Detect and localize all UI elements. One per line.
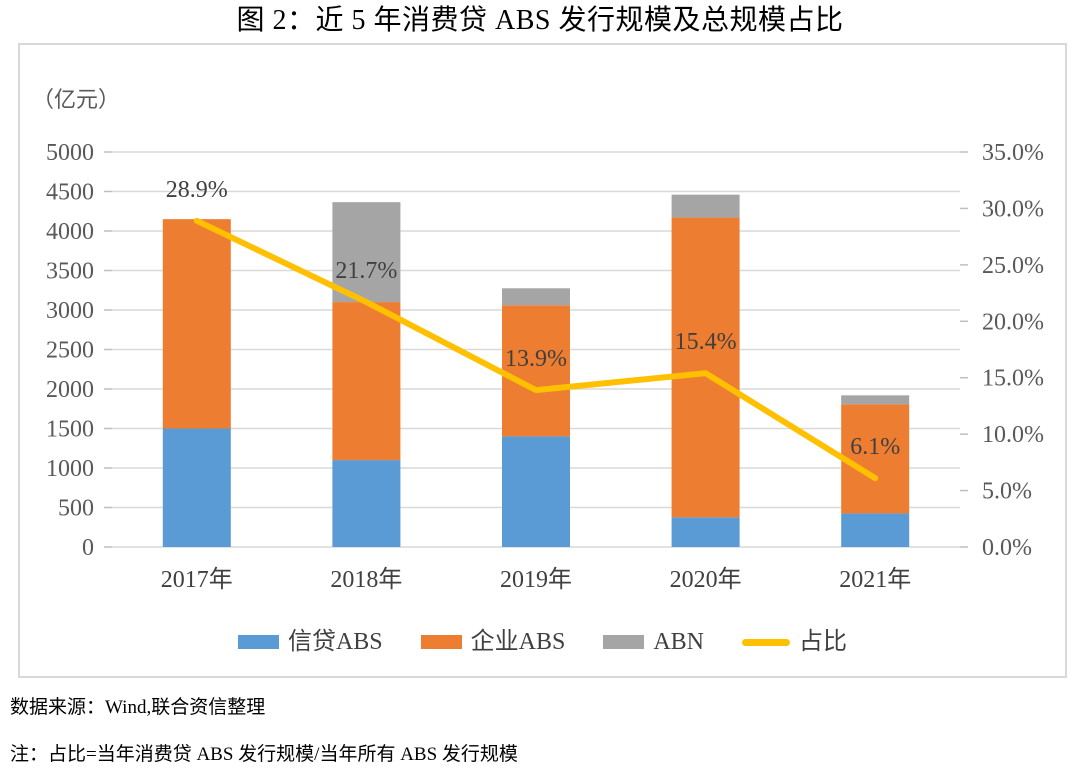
legend-item-信贷ABS: 信贷ABS bbox=[237, 629, 383, 655]
left-axis-tick-label: 500 bbox=[58, 496, 94, 522]
left-axis-tick-label: 1000 bbox=[46, 456, 94, 482]
x-axis-labels: 2017年 2018年 2019年 2020年 2021年 bbox=[161, 566, 911, 593]
right-axis-tick-label: 10.0% bbox=[982, 422, 1044, 448]
footnote: 注：占比=当年消费贷 ABS 发行规模/当年所有 ABS 发行规模 bbox=[10, 744, 518, 765]
ratio-line bbox=[193, 217, 879, 482]
legend-color-swatch bbox=[603, 635, 645, 649]
left-axis-unit-label: （亿元） bbox=[32, 87, 120, 112]
ratio-line-series: 28.9% 21.7% 13.9% 15.4% 6.1% bbox=[166, 177, 900, 482]
x-axis-label: 2020年 bbox=[670, 566, 742, 593]
legend-line-swatch bbox=[742, 638, 791, 646]
left-axis-tick-label: 1500 bbox=[46, 417, 94, 443]
right-axis-tick-label: 25.0% bbox=[982, 253, 1044, 279]
legend-color-swatch bbox=[237, 635, 279, 649]
left-axis-tick-label: 4500 bbox=[46, 180, 94, 206]
bar-segment-信贷ABS-2019年 bbox=[502, 436, 570, 547]
legend-label: ABN bbox=[653, 629, 705, 655]
x-axis-label: 2018年 bbox=[330, 566, 402, 593]
x-axis-label: 2017年 bbox=[161, 566, 233, 593]
bar-segment-信贷ABS-2021年 bbox=[841, 513, 910, 547]
ratio-data-label: 13.9% bbox=[505, 346, 567, 372]
legend-label: 占比 bbox=[799, 629, 848, 655]
right-axis-tick-label: 5.0% bbox=[982, 479, 1032, 505]
ratio-data-label: 21.7% bbox=[335, 258, 397, 284]
chart-title: 图 2：近 5 年消费贷 ABS 发行规模及总规模占比 bbox=[236, 5, 844, 36]
legend-item-占比: 占比 bbox=[742, 630, 847, 654]
legend-item-企业ABS: 企业ABS bbox=[420, 629, 566, 655]
chart-box: 0 500 1000 1500 2000 2500 3000 3500 4000 4500 5000… bbox=[18, 43, 1067, 678]
ratio-data-label: 6.1% bbox=[850, 434, 900, 460]
legend-item-ABN: ABN bbox=[603, 630, 704, 654]
right-axis-tick-label: 20.0% bbox=[982, 309, 1044, 335]
bar-segment-企业ABS-2021年 bbox=[841, 404, 910, 514]
legend-color-swatch bbox=[420, 635, 462, 649]
ratio-data-label: 15.4% bbox=[675, 329, 737, 355]
right-axis: 0.0% 5.0% 10.0% 15.0% 20.0% 25.0% 30.0% 35.0% bbox=[960, 140, 1044, 561]
chart-canvas: 0 500 1000 1500 2000 2500 3000 3500 4000 4500 5000… bbox=[32, 87, 1044, 593]
legend-label: 企业ABS bbox=[470, 629, 566, 655]
bar-segment-企业ABS-2019年 bbox=[502, 305, 570, 437]
left-axis-tick-label: 3000 bbox=[46, 298, 94, 324]
x-axis-label: 2019年 bbox=[500, 566, 572, 593]
right-axis-tick-label: 35.0% bbox=[982, 140, 1044, 166]
ratio-data-label: 28.9% bbox=[166, 177, 228, 203]
chart-legend: 信贷ABS 企业ABS ABN 占比 bbox=[20, 630, 1065, 654]
bar-segment-企业ABS-2017年 bbox=[162, 219, 231, 429]
bar-segment-企业ABS-2020年 bbox=[671, 217, 740, 518]
left-axis-tick-label: 2500 bbox=[46, 338, 94, 364]
bar-segment-信贷ABS-2017年 bbox=[162, 428, 231, 547]
x-axis-label: 2021年 bbox=[839, 566, 911, 593]
left-axis-tick-label: 0 bbox=[82, 535, 94, 561]
left-axis-tick-label: 2000 bbox=[46, 377, 94, 403]
right-axis-tick-label: 30.0% bbox=[982, 196, 1044, 222]
bar-segment-信贷ABS-2020年 bbox=[671, 517, 740, 547]
legend-label: 信贷ABS bbox=[287, 629, 383, 655]
bar-segment-ABN-2018年 bbox=[332, 202, 401, 303]
bars bbox=[162, 194, 910, 547]
bar-segment-ABN-2020年 bbox=[671, 194, 740, 218]
bar-segment-ABN-2021年 bbox=[841, 395, 910, 405]
bar-segment-信贷ABS-2018年 bbox=[332, 460, 401, 547]
data-source-note: 数据来源：Wind,联合资信整理 bbox=[10, 697, 266, 718]
left-axis: 0 500 1000 1500 2000 2500 3000 3500 4000 4500 5000… bbox=[32, 87, 120, 561]
bar-segment-企业ABS-2018年 bbox=[332, 302, 401, 461]
bar-segment-ABN-2019年 bbox=[502, 288, 570, 306]
right-axis-tick-label: 15.0% bbox=[982, 366, 1044, 392]
right-axis-tick-label: 0.0% bbox=[982, 535, 1032, 561]
left-axis-tick-label: 3500 bbox=[46, 259, 94, 285]
left-axis-tick-label: 5000 bbox=[46, 140, 94, 166]
left-axis-tick-label: 4000 bbox=[46, 219, 94, 245]
